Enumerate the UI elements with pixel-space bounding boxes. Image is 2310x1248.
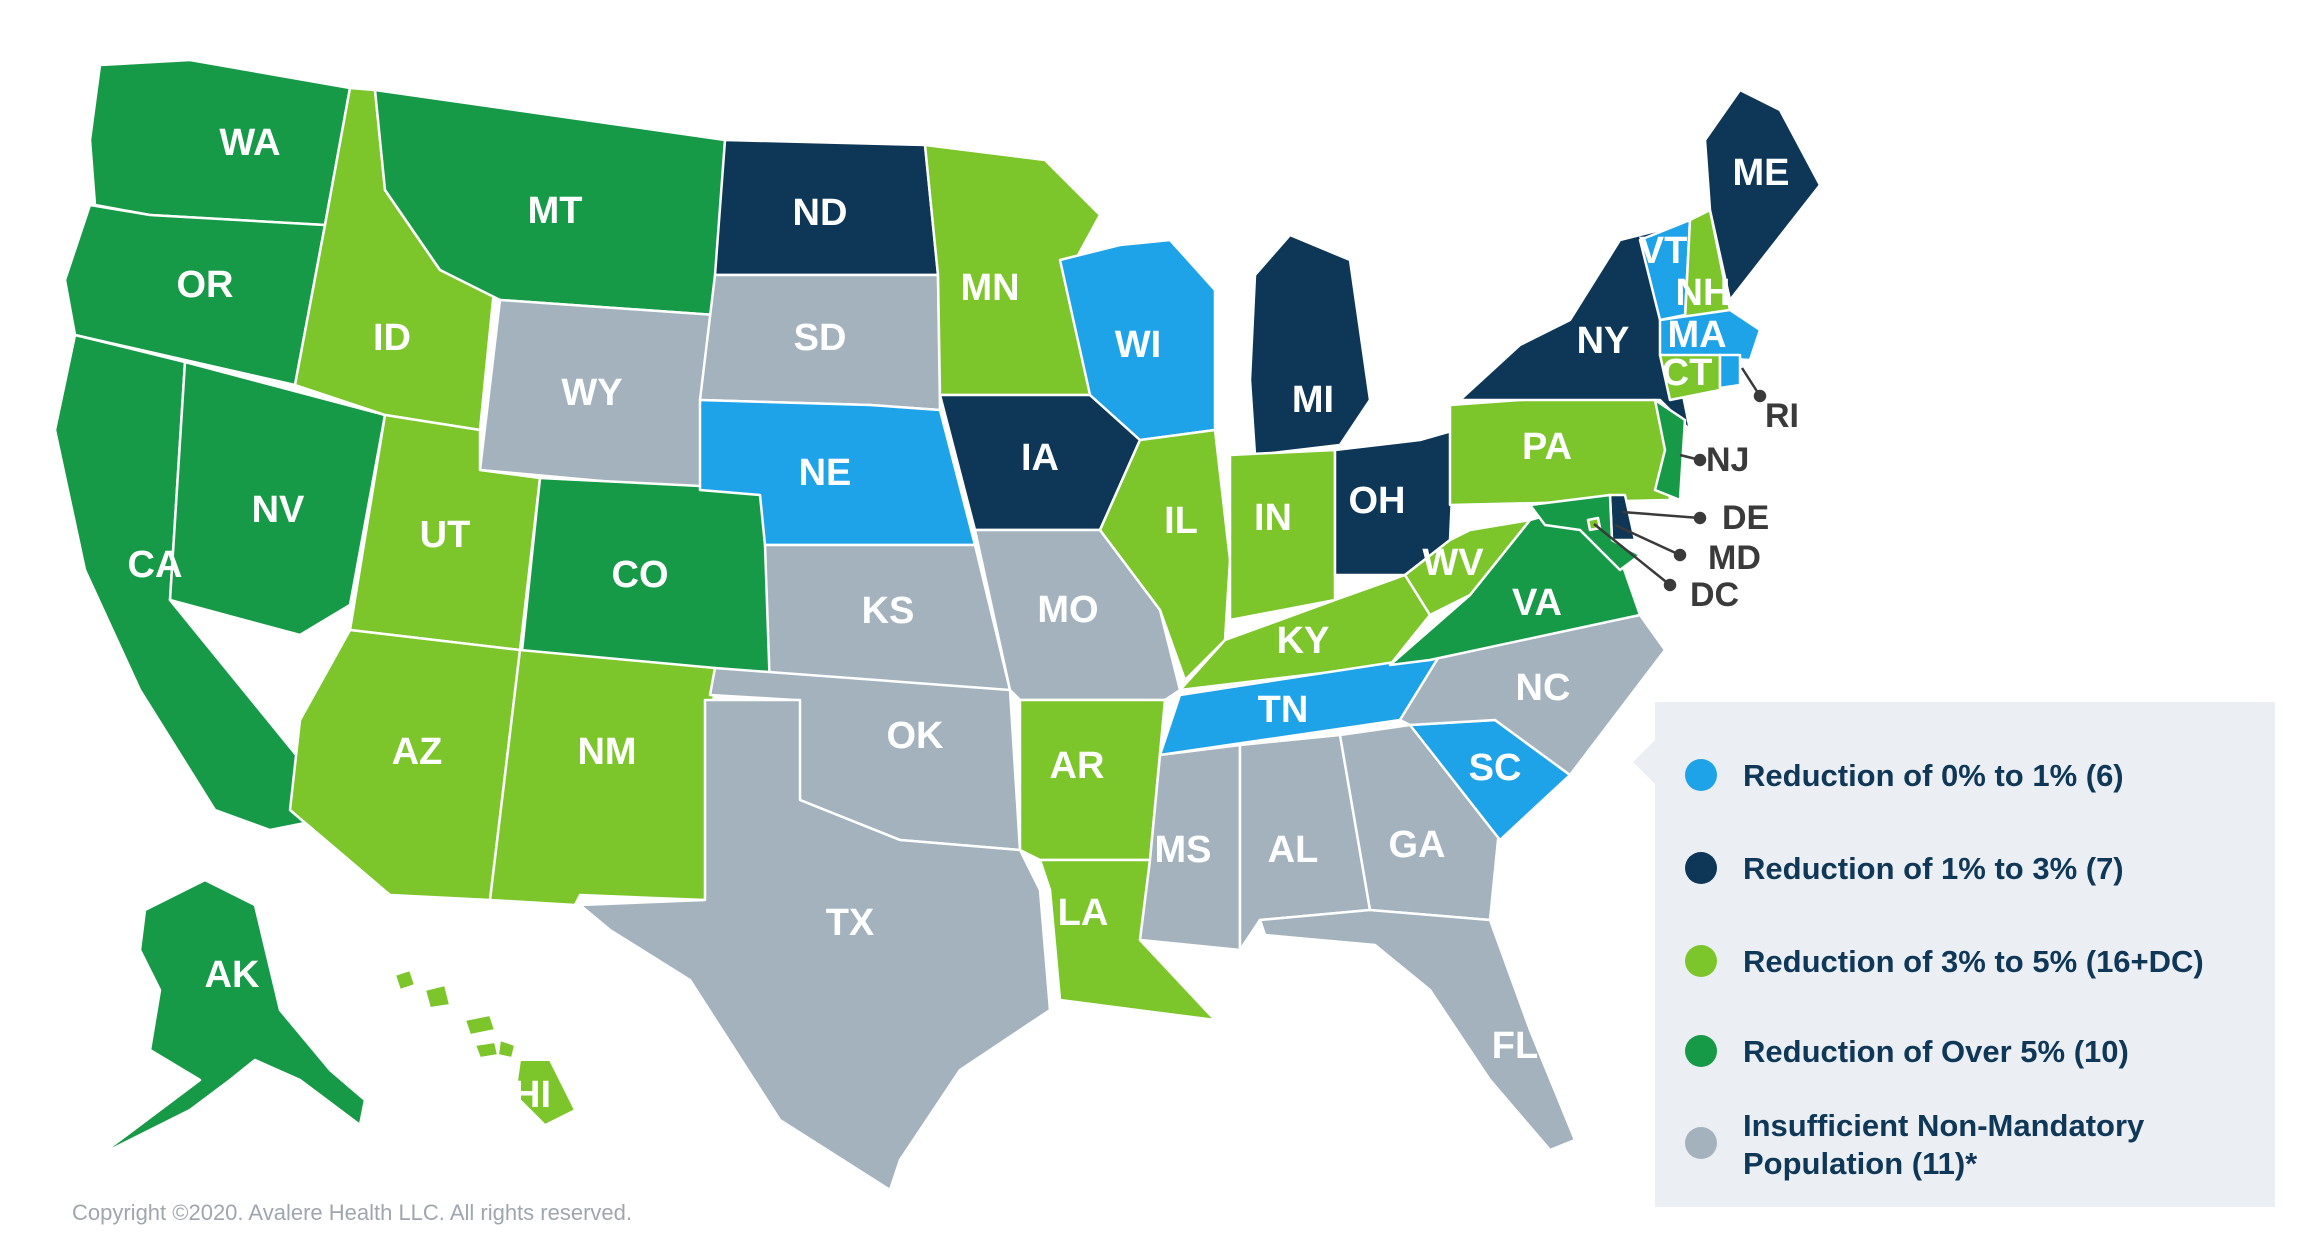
legend-label: Reduction of 1% to 3% (7) bbox=[1743, 851, 2124, 886]
state-label-KY: KY bbox=[1277, 620, 1330, 662]
legend-pointer bbox=[1633, 740, 1655, 784]
state-label-VA: VA bbox=[1512, 582, 1562, 624]
legend-swatch-over-5 bbox=[1685, 1035, 1717, 1067]
state-label-IA: IA bbox=[1021, 437, 1059, 479]
state-label-KS: KS bbox=[862, 590, 915, 632]
state-label-WY: WY bbox=[561, 372, 622, 414]
state-label-WA: WA bbox=[219, 122, 280, 164]
callout-label-MD: MD bbox=[1708, 539, 1761, 577]
state-label-CT: CT bbox=[1662, 352, 1713, 394]
state-label-UT: UT bbox=[420, 514, 471, 556]
state-label-SC: SC bbox=[1469, 747, 1522, 789]
state-label-ND: ND bbox=[793, 192, 848, 234]
state-label-MS: MS bbox=[1155, 829, 1212, 871]
state-label-IL: IL bbox=[1164, 500, 1198, 542]
state-label-NC: NC bbox=[1516, 667, 1571, 709]
state-label-OH: OH bbox=[1349, 480, 1406, 522]
legend-swatch-3-5 bbox=[1685, 945, 1717, 977]
state-MI[interactable] bbox=[1248, 233, 1372, 457]
state-label-NV: NV bbox=[252, 489, 305, 531]
callout-label-DC: DC bbox=[1690, 576, 1739, 614]
legend-label: Insufficient Non-Mandatory Population (1… bbox=[1743, 1108, 2145, 1181]
legend-swatch-0-1 bbox=[1685, 759, 1717, 791]
state-label-NM: NM bbox=[577, 731, 636, 773]
state-label-MO: MO bbox=[1037, 589, 1098, 631]
state-IL[interactable] bbox=[1098, 428, 1232, 682]
state-label-WV: WV bbox=[1422, 542, 1484, 584]
state-label-ME: ME bbox=[1733, 152, 1790, 194]
state-label-MN: MN bbox=[960, 267, 1019, 309]
state-label-AZ: AZ bbox=[392, 731, 443, 773]
state-TX[interactable] bbox=[578, 698, 1052, 1192]
state-label-NY: NY bbox=[1577, 320, 1630, 362]
state-label-SD: SD bbox=[794, 317, 847, 359]
state-label-PA: PA bbox=[1522, 426, 1572, 468]
legend-item: Reduction of 3% to 5% (16+DC) bbox=[1685, 943, 2263, 981]
state-label-VT: VT bbox=[1639, 230, 1688, 272]
state-MD[interactable] bbox=[1528, 493, 1642, 572]
state-label-HI: HI bbox=[513, 1074, 551, 1116]
state-label-MI: MI bbox=[1292, 379, 1334, 421]
state-MS[interactable] bbox=[1138, 743, 1242, 952]
state-NJ[interactable] bbox=[1653, 398, 1687, 502]
state-MA[interactable] bbox=[1658, 308, 1762, 362]
state-WV[interactable] bbox=[1403, 518, 1532, 617]
legend-swatch-insufficient bbox=[1685, 1127, 1717, 1159]
state-label-IN: IN bbox=[1254, 497, 1292, 539]
state-label-CO: CO bbox=[612, 554, 669, 596]
callout-label-NJ: NJ bbox=[1706, 441, 1749, 479]
legend-label: Reduction of 3% to 5% (16+DC) bbox=[1743, 944, 2204, 979]
state-CT[interactable] bbox=[1658, 353, 1722, 402]
state-label-MT: MT bbox=[528, 190, 583, 232]
legend: Reduction of 0% to 1% (6) Reduction of 1… bbox=[1655, 702, 2275, 1207]
state-FL[interactable] bbox=[1258, 908, 1577, 1152]
callout-label-RI: RI bbox=[1765, 397, 1799, 435]
state-label-ID: ID bbox=[373, 317, 411, 359]
legend-item: Reduction of 0% to 1% (6) bbox=[1685, 757, 2263, 795]
state-label-NH: NH bbox=[1676, 272, 1731, 314]
state-WI[interactable] bbox=[1058, 238, 1217, 442]
legend-label: Reduction of Over 5% (10) bbox=[1743, 1034, 2129, 1069]
state-label-TX: TX bbox=[826, 902, 875, 944]
state-label-CA: CA bbox=[128, 544, 183, 586]
legend-swatch-1-3 bbox=[1685, 852, 1717, 884]
state-AK[interactable] bbox=[98, 878, 367, 1157]
state-GA[interactable] bbox=[1338, 723, 1502, 922]
state-label-GA: GA bbox=[1389, 824, 1446, 866]
state-label-AR: AR bbox=[1050, 745, 1105, 787]
state-RI[interactable] bbox=[1718, 353, 1742, 390]
state-label-NE: NE bbox=[799, 452, 852, 494]
copyright: Copyright ©2020. Avalere Health LLC. All… bbox=[72, 1200, 632, 1225]
state-label-AL: AL bbox=[1268, 829, 1319, 871]
legend-item: Reduction of Over 5% (10) bbox=[1685, 1033, 2263, 1071]
legend-item: Insufficient Non-Mandatory Population (1… bbox=[1685, 1107, 2263, 1183]
state-label-OK: OK bbox=[887, 715, 945, 757]
state-label-OR: OR bbox=[177, 264, 234, 306]
state-label-FL: FL bbox=[1492, 1025, 1538, 1067]
state-label-LA: LA bbox=[1058, 892, 1109, 934]
callout-label-DE: DE bbox=[1722, 499, 1769, 537]
state-ME[interactable] bbox=[1703, 88, 1822, 302]
legend-item: Reduction of 1% to 3% (7) bbox=[1685, 850, 2263, 888]
state-label-TN: TN bbox=[1258, 689, 1309, 731]
state-NV[interactable] bbox=[168, 360, 387, 637]
state-NM[interactable] bbox=[488, 648, 717, 907]
state-HI[interactable] bbox=[394, 969, 576, 1126]
state-label-AK: AK bbox=[205, 954, 260, 996]
legend-label: Reduction of 0% to 1% (6) bbox=[1743, 758, 2124, 793]
state-label-WI: WI bbox=[1115, 324, 1161, 366]
state-label-MA: MA bbox=[1667, 314, 1726, 356]
